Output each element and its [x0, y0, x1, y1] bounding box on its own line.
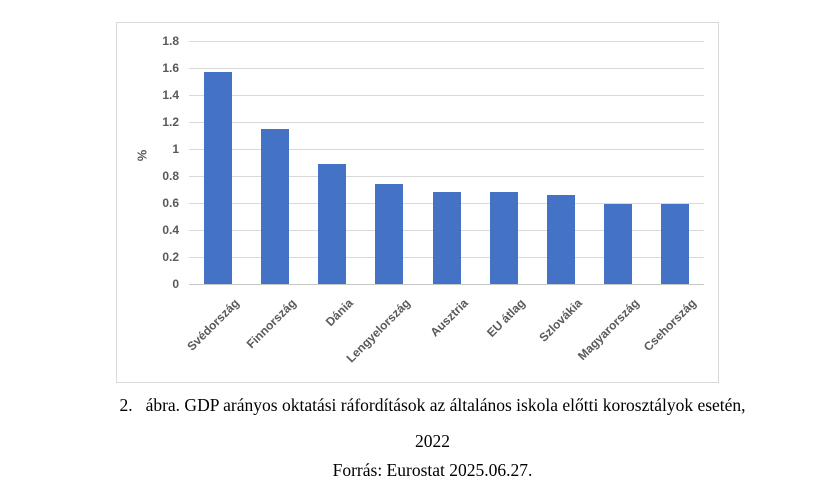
caption-title-text: ábra. GDP arányos oktatási ráfordítások … [145, 395, 746, 415]
y-axis-tick-label: 1 [172, 142, 179, 156]
caption-year: 2022 [415, 431, 450, 451]
y-axis-tick-label: 0.2 [162, 250, 179, 264]
bar-svédország [203, 72, 232, 284]
gridline [189, 176, 704, 177]
bar-eu-átlag [489, 192, 518, 284]
gridline [189, 149, 704, 150]
caption-title-line: 2. ábra. GDP arányos oktatási ráfordításo… [30, 395, 835, 416]
figure-caption: 2. ábra. GDP arányos oktatási ráfordításo… [30, 0, 835, 490]
bar-ausztria [432, 192, 461, 284]
gridline [189, 95, 704, 96]
plot-area: 0 0.2 0.4 0.6 0.8 1 1.2 1.4 1.6 1.8 Svédország Finn… [162, 34, 704, 365]
bar-dánia [318, 163, 347, 284]
y-axis-tick-label: 1.2 [162, 115, 179, 129]
y-axis-tick-label: 0 [172, 277, 179, 291]
caption-number: 2. [119, 395, 133, 415]
gridline [189, 41, 704, 42]
y-axis-tick-label: 0.4 [162, 223, 179, 237]
y-axis-tick-label: 1.6 [162, 61, 179, 75]
bar-chart: % 0 0.2 0.4 0.6 0.8 1 1.2 1.4 1.6 1.8 Svédország Fi… [116, 22, 719, 383]
bar-finnország [260, 128, 289, 284]
gridline [189, 122, 704, 123]
bar-szlovákia [546, 194, 575, 284]
y-axis-tick-label: 0.8 [162, 169, 179, 183]
bar-lengyelország [375, 184, 404, 284]
gridline [189, 284, 704, 285]
y-axis-tick-label: 0.6 [162, 196, 179, 210]
y-axis-tick-label: 1.4 [162, 88, 179, 102]
caption-source: Forrás: Eurostat 2025.06.27. [332, 460, 533, 480]
y-axis-tick-label: 1.8 [162, 34, 179, 48]
gridline [189, 68, 704, 69]
bar-csehország [661, 204, 690, 284]
bar-magyarország [604, 204, 633, 284]
